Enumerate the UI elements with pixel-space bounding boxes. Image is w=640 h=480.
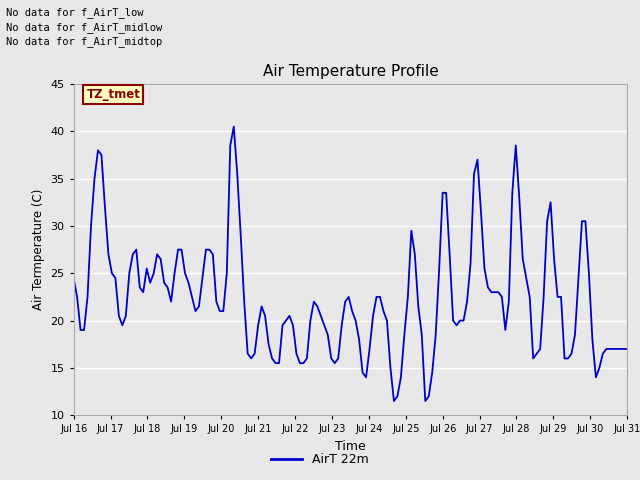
Y-axis label: Air Termperature (C): Air Termperature (C) xyxy=(32,189,45,310)
Title: Air Temperature Profile: Air Temperature Profile xyxy=(262,64,438,79)
X-axis label: Time: Time xyxy=(335,440,366,453)
Text: No data for f_AirT_midtop: No data for f_AirT_midtop xyxy=(6,36,163,47)
Text: No data for f_AirT_midlow: No data for f_AirT_midlow xyxy=(6,22,163,33)
Text: No data for f_AirT_low: No data for f_AirT_low xyxy=(6,7,144,18)
Legend: AirT 22m: AirT 22m xyxy=(266,448,374,471)
Text: TZ_tmet: TZ_tmet xyxy=(86,88,140,101)
